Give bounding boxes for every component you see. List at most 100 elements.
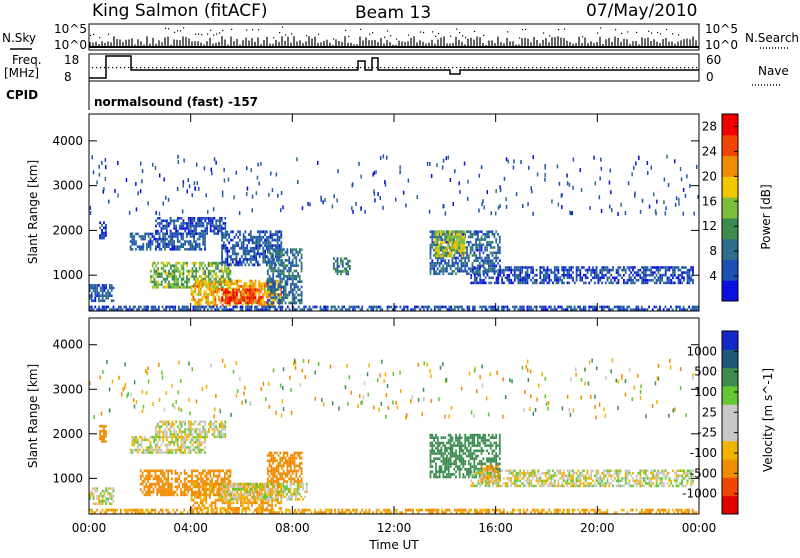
freq-trace (89, 56, 699, 78)
data-cell (219, 220, 221, 223)
noise-cell (551, 199, 553, 203)
data-cell (175, 441, 177, 444)
data-cell (285, 267, 287, 270)
nave-dot (420, 67, 421, 68)
data-cell (144, 233, 146, 236)
data-cell (240, 306, 242, 309)
data-cell (463, 252, 465, 255)
data-cell (195, 428, 197, 431)
data-cell (109, 498, 111, 501)
data-cell (175, 491, 177, 494)
data-cell (204, 227, 206, 230)
data-cell (240, 302, 242, 305)
data-cell (150, 444, 152, 447)
data-cell (201, 436, 203, 439)
data-cell (157, 444, 159, 447)
data-cell (204, 451, 206, 454)
data-cell (243, 296, 245, 299)
data-cell (236, 289, 238, 292)
data-cell (458, 230, 460, 233)
data-cell (618, 266, 620, 269)
data-cell (507, 274, 509, 277)
data-cell (204, 504, 206, 507)
data-cell (205, 301, 207, 304)
noise-cell (105, 158, 107, 162)
data-cell (283, 254, 285, 257)
data-cell (94, 306, 96, 309)
data-cell (199, 232, 201, 235)
data-cell (661, 274, 663, 277)
nsearch-dot (582, 36, 583, 37)
data-cell (603, 269, 605, 272)
nsearch-dot (318, 34, 319, 35)
data-cell (236, 282, 238, 285)
data-cell (213, 488, 215, 491)
data-cell (158, 491, 160, 494)
data-cell (370, 306, 372, 309)
data-cell (177, 283, 179, 286)
data-cell (466, 252, 468, 255)
nave-dot (324, 67, 325, 68)
data-cell (205, 299, 207, 302)
data-cell (525, 282, 527, 285)
data-cell (200, 282, 202, 285)
data-cell (261, 253, 263, 256)
data-cell (449, 230, 451, 233)
data-cell (153, 488, 155, 491)
data-cell (690, 279, 692, 282)
data-cell (139, 235, 141, 238)
data-cell (587, 269, 589, 272)
data-cell (240, 291, 242, 294)
data-cell (253, 296, 255, 299)
noise-cell (580, 168, 582, 172)
data-cell (281, 254, 283, 257)
nsearch-dot (621, 33, 622, 34)
data-cell (358, 306, 360, 309)
data-cell (175, 283, 177, 286)
data-cell (563, 269, 565, 272)
data-cell (100, 287, 102, 290)
data-cell (462, 233, 464, 236)
data-cell (337, 265, 339, 268)
data-cell (198, 293, 200, 296)
data-cell (181, 436, 183, 439)
nsearch-dot (672, 33, 673, 34)
data-cell (194, 290, 196, 293)
data-cell (207, 299, 209, 302)
data-cell (140, 306, 142, 309)
data-cell (519, 306, 521, 309)
data-cell (453, 236, 455, 239)
data-cell (168, 449, 170, 452)
data-cell (278, 256, 280, 259)
noise-cell (479, 174, 481, 178)
data-cell (156, 475, 158, 478)
data-cell (227, 261, 229, 264)
data-cell (174, 283, 176, 286)
data-cell (197, 444, 199, 447)
data-cell (217, 283, 219, 286)
data-cell (166, 273, 168, 276)
data-cell (164, 491, 166, 494)
data-cell (486, 230, 488, 233)
data-cell (267, 299, 269, 302)
data-cell (536, 282, 538, 285)
data-cell (525, 266, 527, 269)
freq-label: Freq. (12, 53, 42, 67)
data-cell (221, 247, 223, 250)
data-cell (254, 236, 256, 239)
data-cell (200, 499, 202, 502)
data-cell (188, 227, 190, 230)
noise-cell (544, 173, 546, 177)
nsearch-dot (390, 35, 391, 36)
data-cell (223, 227, 225, 230)
nsearch-dot (435, 36, 436, 37)
data-cell (259, 247, 261, 250)
data-cell (193, 290, 195, 293)
data-cell (94, 487, 96, 490)
data-cell (220, 478, 222, 481)
noise-cell (680, 167, 682, 171)
nsearch-dot (183, 27, 184, 28)
noise-cell (337, 169, 339, 173)
data-cell (162, 486, 164, 489)
data-cell (659, 306, 661, 309)
